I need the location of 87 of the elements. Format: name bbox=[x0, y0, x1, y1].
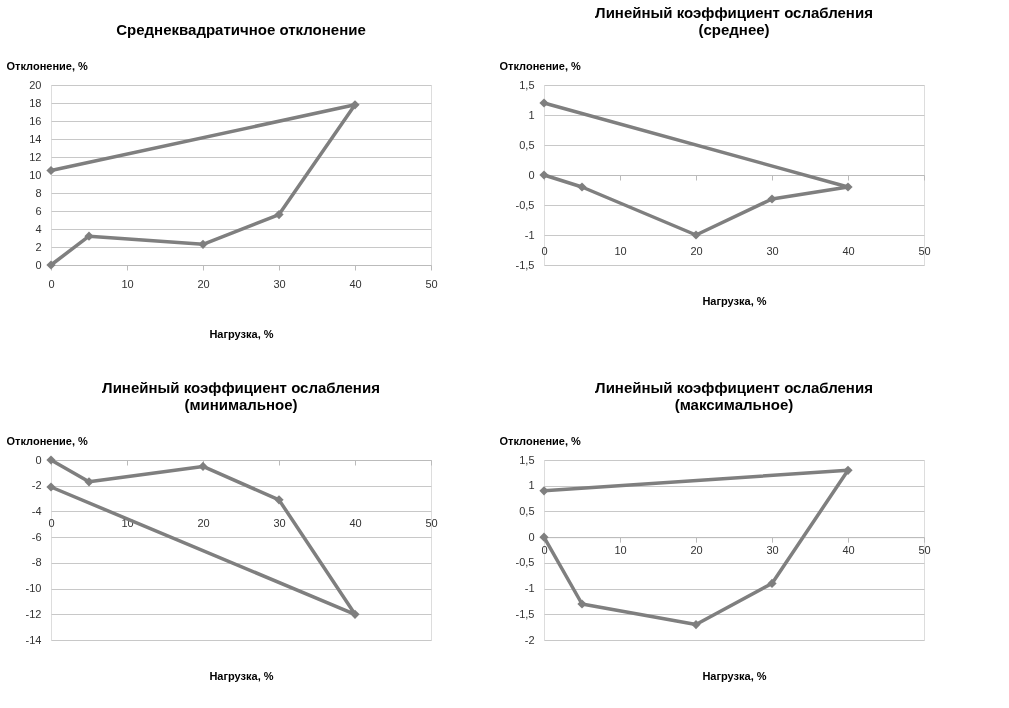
y-tick-label: 1,5 bbox=[519, 453, 535, 466]
x-tick-label: 30 bbox=[273, 277, 286, 290]
y-tick-label: -1 bbox=[524, 228, 535, 241]
y-tick-label: -6 bbox=[31, 530, 42, 543]
y-tick-label: -1,5 bbox=[515, 258, 535, 271]
y-tick-label: 12 bbox=[29, 150, 42, 163]
x-tick-label: 30 bbox=[766, 543, 779, 556]
x-tick-label: 20 bbox=[197, 516, 210, 529]
chart-title: Линейный коэффициент ослабления (максимальное) bbox=[595, 379, 873, 413]
y-tick-label: -2 bbox=[524, 633, 535, 646]
point bbox=[539, 486, 549, 496]
y-tick-label: -14 bbox=[25, 633, 42, 646]
x-tick-label: 50 bbox=[918, 543, 931, 556]
x-tick-label: 0 bbox=[48, 516, 55, 529]
y-axis-title: Отклонение, % bbox=[6, 434, 89, 447]
y-tick-label: 16 bbox=[29, 114, 42, 127]
point bbox=[274, 495, 284, 505]
x-axis-title: Нагрузка, % bbox=[209, 669, 274, 682]
y-tick-label: 10 bbox=[29, 168, 42, 181]
x-tick-label: 20 bbox=[690, 543, 703, 556]
point bbox=[84, 231, 94, 241]
point bbox=[767, 578, 777, 589]
point bbox=[691, 619, 701, 630]
y-tick-label: -12 bbox=[25, 607, 42, 620]
y-tick-label: 2 bbox=[35, 240, 42, 253]
x-tick-label: 20 bbox=[690, 244, 703, 257]
x-axis-title: Нагрузка, % bbox=[209, 327, 274, 340]
x-tick-label: 10 bbox=[614, 244, 627, 257]
y-tick-label: -8 bbox=[31, 556, 42, 569]
y-tick-label: -10 bbox=[25, 582, 42, 595]
y-tick-label: 0,5 bbox=[519, 504, 535, 517]
point bbox=[274, 209, 284, 220]
point bbox=[350, 100, 360, 110]
y-tick-label: 18 bbox=[29, 96, 42, 109]
y-tick-label: 0,5 bbox=[519, 138, 535, 151]
y-tick-label: 8 bbox=[35, 186, 42, 199]
x-tick-label: 20 bbox=[197, 277, 210, 290]
y-tick-label: 1 bbox=[528, 108, 535, 121]
y-tick-label: 20 bbox=[29, 78, 42, 91]
x-tick-label: 0 bbox=[541, 543, 548, 556]
x-tick-label: 50 bbox=[425, 277, 438, 290]
chart-title: Линейный коэффициент ослабления (среднее) bbox=[595, 4, 873, 38]
x-tick-label: 40 bbox=[349, 277, 362, 290]
x-tick-label: 0 bbox=[541, 244, 548, 257]
point bbox=[84, 477, 94, 487]
point bbox=[539, 98, 549, 108]
y-tick-label: 4 bbox=[35, 222, 42, 235]
x-axis-title: Нагрузка, % bbox=[702, 669, 767, 682]
x-tick-label: 50 bbox=[425, 516, 438, 529]
point bbox=[46, 482, 56, 492]
point bbox=[46, 165, 56, 176]
x-tick-label: 40 bbox=[842, 543, 855, 556]
point bbox=[577, 599, 587, 609]
chart-title: Среднеквадратичное отклонение bbox=[116, 21, 366, 38]
y-tick-label: -1 bbox=[524, 582, 535, 595]
y-axis-title: Отклонение, % bbox=[499, 434, 582, 447]
y-tick-label: 0 bbox=[35, 258, 42, 271]
y-tick-label: -4 bbox=[31, 504, 42, 517]
y-tick-label: -0,5 bbox=[515, 556, 535, 569]
y-tick-label: 0 bbox=[35, 453, 42, 466]
y-tick-label: 0 bbox=[528, 530, 535, 543]
y-tick-label: -2 bbox=[31, 479, 42, 492]
x-tick-label: 40 bbox=[842, 244, 855, 257]
point bbox=[691, 230, 701, 240]
y-tick-label: 1,5 bbox=[519, 78, 535, 91]
y-tick-label: -1,5 bbox=[515, 607, 535, 620]
x-tick-label: 30 bbox=[766, 244, 779, 257]
y-tick-label: 6 bbox=[35, 204, 42, 217]
y-axis-title: Отклонение, % bbox=[6, 59, 89, 72]
point bbox=[198, 461, 208, 472]
y-tick-label: -0,5 bbox=[515, 198, 535, 211]
x-tick-label: 50 bbox=[918, 244, 931, 257]
x-tick-label: 40 bbox=[349, 516, 362, 529]
point bbox=[350, 609, 360, 619]
x-tick-label: 0 bbox=[48, 277, 55, 290]
y-tick-label: 14 bbox=[29, 132, 42, 145]
y-tick-label: 1 bbox=[528, 479, 535, 492]
x-tick-label: 10 bbox=[614, 543, 627, 556]
x-tick-label: 10 bbox=[121, 277, 134, 290]
point bbox=[198, 239, 208, 249]
x-axis-title: Нагрузка, % bbox=[702, 294, 767, 307]
chart-title: Линейный коэффициент ослабления (минимальное) bbox=[102, 379, 380, 413]
x-tick-label: 30 bbox=[273, 516, 286, 529]
y-axis-title: Отклонение, % bbox=[499, 59, 582, 72]
point bbox=[767, 194, 777, 204]
point bbox=[577, 182, 587, 192]
y-tick-label: 0 bbox=[528, 168, 535, 181]
